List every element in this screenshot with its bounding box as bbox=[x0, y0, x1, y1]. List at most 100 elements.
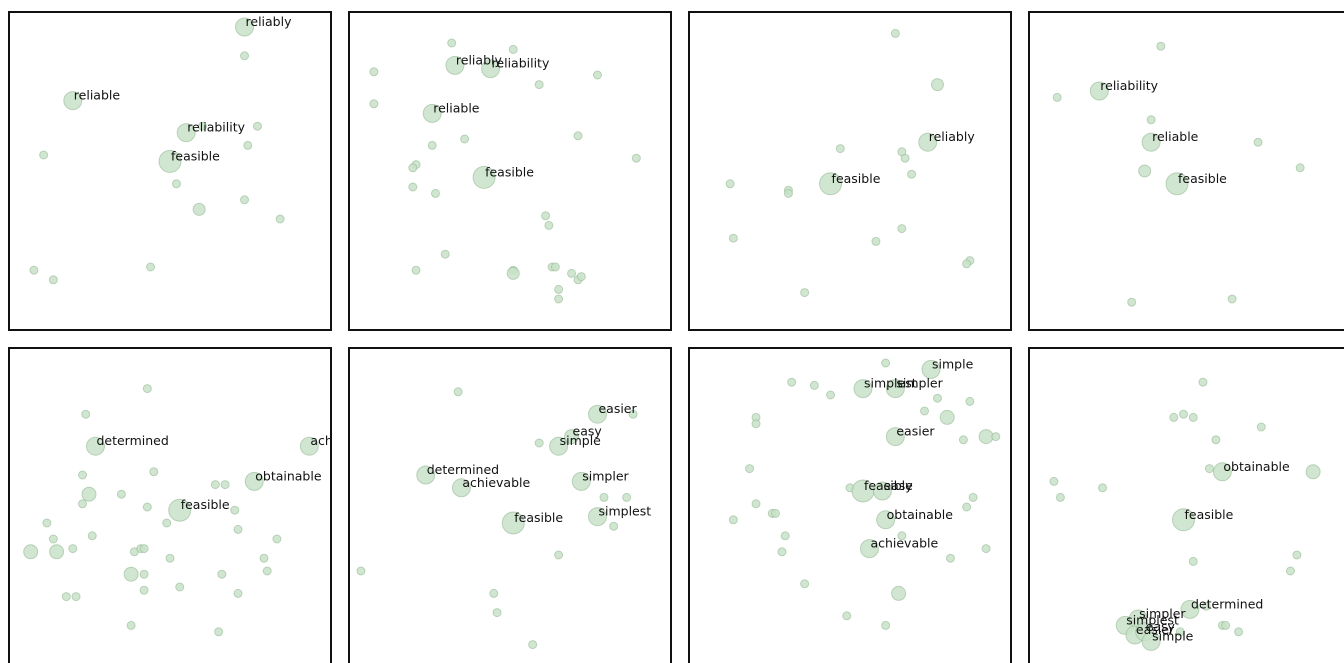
scatter-point bbox=[1141, 132, 1161, 152]
scatter-point bbox=[819, 172, 843, 196]
point-label: feasible bbox=[514, 510, 563, 525]
scatter-point bbox=[567, 268, 577, 278]
scatter-point bbox=[609, 521, 619, 531]
scatter-point bbox=[1212, 462, 1232, 482]
scatter-point bbox=[800, 579, 810, 589]
scatter-point bbox=[440, 249, 450, 259]
scatter-point bbox=[481, 59, 501, 79]
scatter-point bbox=[1211, 435, 1221, 445]
scatter-point bbox=[451, 478, 471, 498]
point-label: feasible bbox=[864, 478, 913, 493]
scatter-point bbox=[1253, 137, 1263, 147]
point-label: simple bbox=[560, 433, 602, 448]
scatter-point bbox=[356, 566, 366, 576]
scatter-point bbox=[299, 436, 319, 456]
scatter-point bbox=[965, 396, 975, 406]
scatter-point bbox=[1138, 164, 1152, 178]
point-label: easier bbox=[1136, 622, 1175, 637]
scatter-point bbox=[1292, 550, 1302, 560]
scatter-point bbox=[554, 550, 564, 560]
point-label: achievable bbox=[870, 536, 938, 551]
scatter-point bbox=[197, 121, 207, 131]
scatter-point bbox=[921, 359, 941, 379]
point-label: simplest bbox=[864, 376, 917, 391]
point-label: reliably bbox=[246, 14, 293, 29]
panel-frame bbox=[688, 347, 1012, 663]
scatter-point bbox=[1305, 464, 1321, 480]
scatter-point bbox=[1156, 41, 1166, 51]
scatter-point bbox=[751, 419, 761, 429]
scatter-point bbox=[599, 492, 609, 502]
scatter-point bbox=[175, 582, 185, 592]
scatter-point bbox=[87, 531, 97, 541]
scatter-point bbox=[149, 467, 159, 477]
scatter-point bbox=[1204, 464, 1214, 474]
scatter-point bbox=[158, 149, 182, 173]
point-label: easy bbox=[883, 478, 913, 493]
scatter-point bbox=[907, 169, 917, 179]
scatter-point bbox=[787, 377, 797, 387]
scatter-point bbox=[262, 566, 272, 576]
scatter-point bbox=[29, 265, 39, 275]
scatter-point bbox=[23, 544, 39, 560]
point-label: easy bbox=[573, 424, 603, 439]
scatter-point bbox=[48, 275, 58, 285]
point-label: achievable bbox=[310, 433, 332, 448]
scatter-point bbox=[1146, 115, 1156, 125]
scatter-point bbox=[1201, 601, 1211, 611]
scatter-point bbox=[42, 518, 52, 528]
scatter-point bbox=[826, 390, 836, 400]
scatter-point bbox=[968, 492, 978, 502]
scatter-point bbox=[872, 481, 892, 501]
scatter-point bbox=[1175, 627, 1185, 637]
point-label: reliability bbox=[1100, 78, 1158, 93]
scatter-point bbox=[126, 620, 136, 630]
scatter-point bbox=[541, 211, 551, 221]
point-label: feasible bbox=[181, 497, 230, 512]
scatter-point bbox=[571, 471, 591, 491]
scatter-point bbox=[900, 153, 910, 163]
scatter-point bbox=[981, 544, 991, 554]
scatter-point bbox=[777, 547, 787, 557]
scatter-point bbox=[235, 17, 255, 37]
panel-frame bbox=[688, 11, 1012, 331]
scatter-point bbox=[123, 566, 139, 582]
point-label: obtainable bbox=[887, 507, 954, 522]
panel-frame bbox=[1028, 11, 1344, 331]
scatter-point bbox=[930, 78, 944, 92]
scatter-point bbox=[192, 202, 206, 216]
point-label: simpler bbox=[896, 376, 943, 391]
scatter-point bbox=[859, 539, 879, 559]
scatter-point bbox=[534, 80, 544, 90]
scatter-point bbox=[139, 569, 149, 579]
scatter-point bbox=[876, 510, 896, 530]
scatter-point bbox=[168, 498, 192, 522]
scatter-point bbox=[447, 38, 457, 48]
scatter-point bbox=[39, 150, 49, 160]
point-label: obtainable bbox=[1223, 459, 1290, 474]
scatter-point bbox=[220, 480, 230, 490]
scatter-point bbox=[1285, 566, 1295, 576]
scatter-point bbox=[1169, 412, 1179, 422]
scatter-point bbox=[68, 544, 78, 554]
scatter-point bbox=[549, 436, 569, 456]
scatter-point bbox=[233, 524, 243, 534]
scatter-point bbox=[573, 131, 583, 141]
scatter-point bbox=[492, 608, 502, 618]
point-label: feasible bbox=[1185, 507, 1234, 522]
scatter-point bbox=[48, 534, 58, 544]
scatter-point bbox=[770, 508, 780, 518]
scatter-panel-1: reliably reliable reliability feasible bbox=[8, 11, 332, 331]
scatter-point bbox=[162, 518, 172, 528]
scatter-point bbox=[81, 486, 97, 502]
scatter-point bbox=[243, 140, 253, 150]
scatter-point bbox=[139, 544, 149, 554]
point-label: feasible bbox=[171, 148, 220, 163]
scatter-point bbox=[1049, 476, 1059, 486]
scatter-point bbox=[165, 553, 175, 563]
scatter-point bbox=[49, 544, 65, 560]
point-label: easier bbox=[896, 424, 935, 439]
scatter-point bbox=[252, 121, 262, 131]
scatter-point bbox=[171, 179, 181, 189]
